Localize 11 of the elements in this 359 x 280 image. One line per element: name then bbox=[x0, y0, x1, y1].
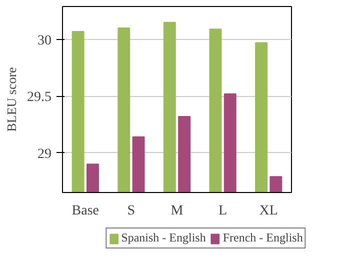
y-tick-label: 29 bbox=[38, 146, 52, 162]
x-tick-label: L bbox=[218, 204, 228, 218]
legend-label: French - English bbox=[222, 230, 303, 246]
legend-label: Spanish - English bbox=[121, 230, 206, 246]
y-tick-label: 29.5 bbox=[27, 90, 52, 106]
x-tick-label: S bbox=[127, 204, 136, 218]
x-tick-label: XL bbox=[259, 204, 278, 218]
x-tick-label: Base bbox=[72, 204, 100, 218]
y-tick-label: 30 bbox=[38, 33, 52, 48]
y-axis-title: BLEU score bbox=[4, 66, 19, 132]
x-tick-label: M bbox=[170, 204, 184, 218]
